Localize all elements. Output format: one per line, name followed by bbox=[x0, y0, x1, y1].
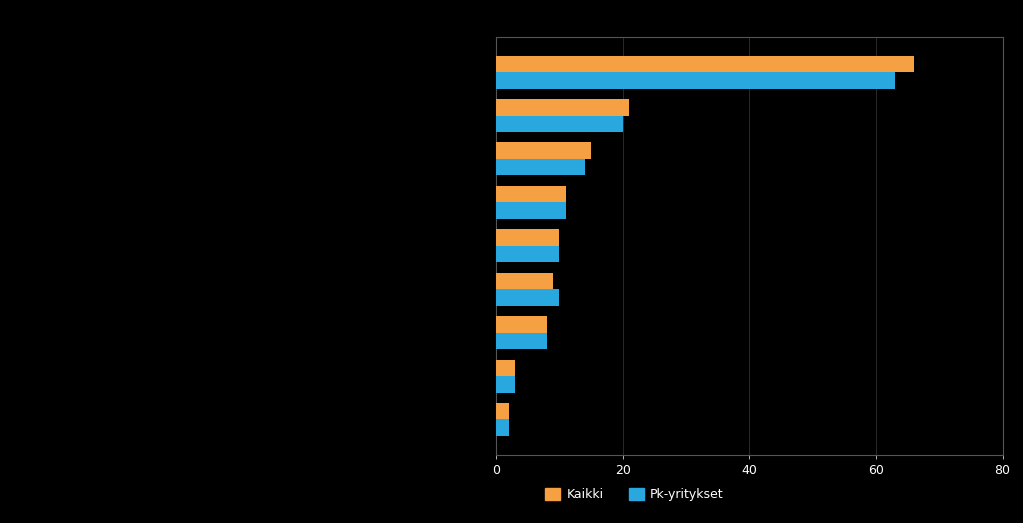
Bar bbox=[496, 99, 629, 116]
Bar bbox=[496, 186, 566, 202]
Bar bbox=[496, 142, 591, 159]
Bar bbox=[496, 403, 508, 419]
Bar bbox=[496, 246, 560, 263]
Bar bbox=[496, 159, 585, 176]
Bar bbox=[496, 360, 516, 376]
Bar bbox=[496, 202, 566, 219]
Bar bbox=[496, 376, 516, 393]
Bar bbox=[496, 272, 553, 289]
Bar bbox=[496, 55, 914, 72]
Bar bbox=[496, 333, 546, 349]
Bar bbox=[496, 116, 623, 132]
Bar bbox=[496, 72, 895, 88]
Bar bbox=[496, 316, 546, 333]
Bar bbox=[496, 289, 560, 306]
Legend: Kaikki, Pk-yritykset: Kaikki, Pk-yritykset bbox=[540, 483, 728, 506]
Bar bbox=[496, 419, 508, 436]
Bar bbox=[496, 229, 560, 246]
